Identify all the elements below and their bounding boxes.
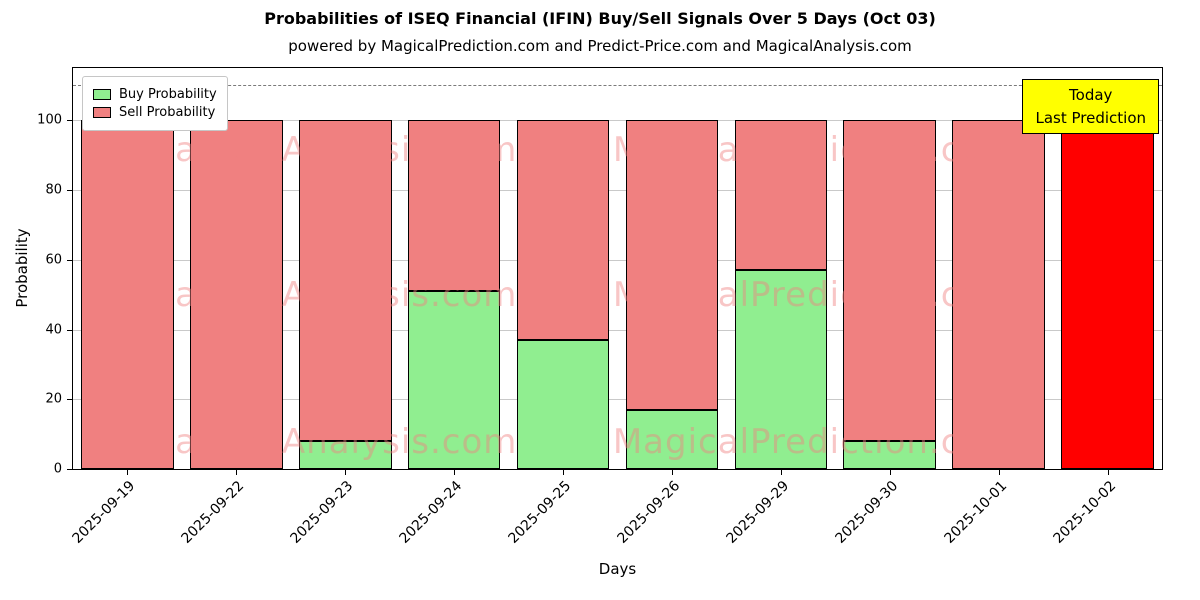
gridlines-layer [73,68,1162,469]
bar-segment [1061,120,1154,469]
y-tick-label: 40 [45,322,62,338]
bar-segment [407,291,501,469]
x-tick-mark [236,470,238,475]
bar-segment [407,120,501,292]
x-tick-mark [563,470,565,475]
legend-label-buy: Buy Probability [119,87,217,102]
bar-segment [625,120,719,410]
x-tick-mark [780,470,782,475]
bar-segment [734,270,828,469]
x-tick-mark [127,470,129,475]
x-tick-label: 2025-09-30 [832,478,902,547]
y-tick-label: 0 [53,461,62,477]
x-tick-mark [1107,470,1109,475]
bar-segment [298,441,392,469]
legend-label-sell: Sell Probability [119,105,216,120]
threshold-dashed-line [73,85,1162,87]
chart-title: Probabilities of ISEQ Financial (IFIN) B… [264,9,936,28]
bar-segment [298,120,392,442]
chart-subtitle: powered by MagicalPrediction.com and Pre… [288,37,912,55]
x-axis-label: Days [598,560,637,578]
bar-segment [625,409,719,469]
y-tick-label: 20 [45,391,62,407]
x-tick-mark [889,470,891,475]
bar-segment [516,339,610,469]
legend-swatch-buy-icon [93,89,111,100]
x-tick-label: 2025-09-19 [69,478,139,547]
annotation-line1: Today [1069,86,1113,104]
bar-segment [952,120,1045,469]
legend-item-sell: Sell Probability [93,105,217,120]
gridline [73,259,1162,261]
today-annotation-box: Today Last Prediction [1022,79,1159,134]
legend-item-buy: Buy Probability [93,87,217,102]
bar-segment [843,120,937,442]
x-tick-label: 2025-09-23 [287,478,357,547]
y-tick-label: 80 [45,182,62,198]
x-tick-label: 2025-09-25 [505,478,575,547]
y-tick-label: 100 [37,112,62,128]
gridline [73,329,1162,331]
x-tick-label: 2025-09-24 [396,478,466,547]
bar-segment [843,441,937,469]
x-tick-label: 2025-09-22 [178,478,248,547]
annotation-line2: Last Prediction [1035,108,1146,127]
x-tick-label: 2025-09-29 [723,478,793,547]
gridline [73,190,1162,192]
x-tick-label: 2025-10-02 [1050,478,1119,547]
legend: Buy Probability Sell Probability [82,76,228,131]
bar-segment [81,120,174,469]
legend-swatch-sell-icon [93,107,111,118]
bar-segment [190,120,283,469]
gridline [73,399,1162,401]
y-axis-label: Probability [13,228,31,308]
bar-segment [516,120,610,340]
x-tick-label: 2025-09-26 [614,478,684,547]
x-tick-mark [671,470,673,475]
y-tick-label: 60 [45,252,62,268]
x-tick-label: 2025-10-01 [941,478,1010,547]
x-tick-mark [454,470,456,475]
x-tick-mark [345,470,347,475]
bars-layer [73,68,1162,469]
bar-segment [734,120,828,271]
x-tick-mark [998,470,1000,475]
plot-area: MagicalAnalysis.com MagicalPrediction.com… [72,67,1163,470]
gridline [73,120,1162,122]
